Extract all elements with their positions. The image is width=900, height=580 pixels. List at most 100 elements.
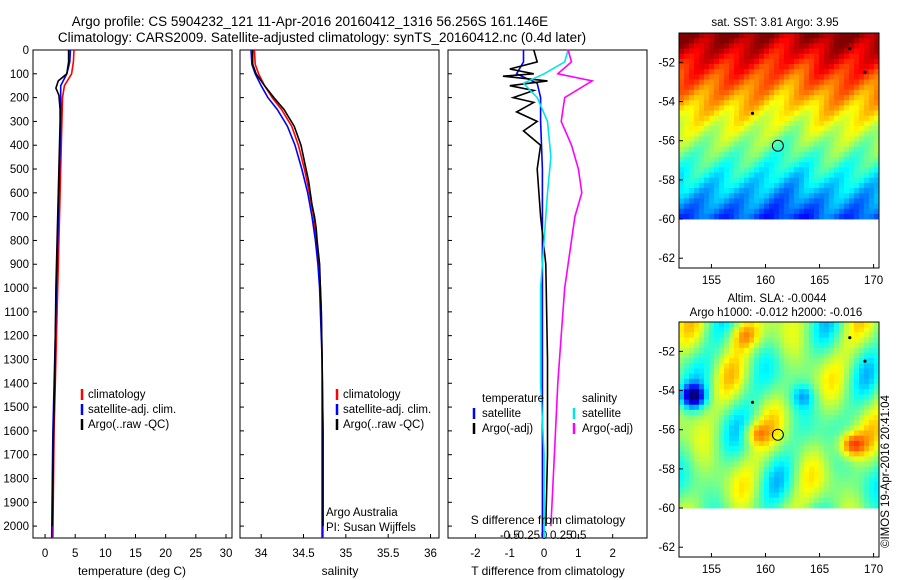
heatmap-cell <box>829 79 835 86</box>
heatmap-cell <box>694 487 700 493</box>
heatmap-cell <box>819 440 825 447</box>
heatmap-cell <box>839 342 845 349</box>
heatmap-cell <box>724 84 730 91</box>
heatmap-cell <box>729 440 735 447</box>
heatmap-cell <box>804 363 810 369</box>
heatmap-cell <box>829 157 835 163</box>
heatmap-cell <box>874 404 880 411</box>
heatmap-cell <box>739 461 745 468</box>
heatmap-cell <box>679 100 685 106</box>
heatmap-cell <box>784 172 790 179</box>
heatmap-cell <box>869 415 875 421</box>
heatmap-cell <box>794 456 800 462</box>
heatmap-cell <box>874 74 880 80</box>
heatmap-cell <box>849 203 855 210</box>
heatmap-cell <box>694 58 700 65</box>
heatmap-cell <box>679 342 685 349</box>
heatmap-cell <box>719 126 725 132</box>
heatmap-cell <box>764 193 770 199</box>
heatmap-cell <box>764 482 770 488</box>
heatmap-cell <box>849 167 855 173</box>
heatmap-cell <box>864 420 870 426</box>
heatmap-cell <box>799 420 805 426</box>
heatmap-cell <box>704 327 710 333</box>
heatmap-cell <box>854 399 860 406</box>
heatmap-cell <box>859 79 865 86</box>
heatmap-cell <box>839 358 845 364</box>
heatmap-cell <box>829 373 835 380</box>
heatmap-cell <box>699 446 705 452</box>
heatmap-cell <box>834 33 840 39</box>
heatmap-cell <box>794 213 800 220</box>
heatmap-cell <box>844 420 850 426</box>
y-tick-label: 1500 <box>3 402 29 414</box>
heatmap-cell <box>799 79 805 86</box>
heatmap-cell <box>869 466 875 473</box>
heatmap-cell <box>739 177 745 184</box>
heatmap-cell <box>699 193 705 199</box>
heatmap-cell <box>774 64 780 70</box>
heatmap-cell <box>834 105 840 111</box>
heatmap-cell <box>684 105 690 111</box>
heatmap-cell <box>869 141 875 148</box>
heatmap-cell <box>734 404 740 411</box>
heatmap-cell <box>689 399 695 406</box>
heatmap-cell <box>739 399 745 406</box>
heatmap-cell <box>859 327 865 333</box>
heatmap-cell <box>824 120 830 127</box>
heatmap-cell <box>824 177 830 184</box>
heatmap-cell <box>699 373 705 380</box>
heatmap-cell <box>869 157 875 163</box>
heatmap-cell <box>789 347 795 354</box>
heatmap-cell <box>819 368 825 375</box>
heatmap-cell <box>794 38 800 44</box>
heatmap-cell <box>724 115 730 122</box>
heatmap-cell <box>819 446 825 452</box>
heatmap-cell <box>684 327 690 333</box>
heatmap-cell <box>759 440 765 447</box>
heatmap-cell <box>804 182 810 189</box>
heatmap-cell <box>774 69 780 75</box>
heatmap-cell <box>719 43 725 49</box>
heatmap-cell <box>774 368 780 375</box>
heatmap-cell <box>844 353 850 359</box>
heatmap-cell <box>864 100 870 106</box>
heatmap-cell <box>844 492 850 499</box>
heatmap-cell <box>804 131 810 137</box>
difference-bottom-label: T difference from climatology <box>471 564 625 578</box>
heatmap-cell <box>759 384 765 390</box>
heatmap-cell <box>839 38 845 44</box>
heatmap-cell <box>749 394 755 400</box>
heatmap-cell <box>869 435 875 442</box>
heatmap-cell <box>789 492 795 499</box>
heatmap-cell <box>799 425 805 431</box>
heatmap-cell <box>814 120 820 127</box>
heatmap-cell <box>844 482 850 488</box>
heatmap-cell <box>784 95 790 101</box>
heatmap-cell <box>869 74 875 80</box>
heatmap-cell <box>699 440 705 447</box>
heatmap-cell <box>779 378 785 385</box>
heatmap-cell <box>704 466 710 473</box>
heatmap-cell <box>714 466 720 473</box>
heatmap-cell <box>694 451 700 457</box>
heatmap-cell <box>724 79 730 86</box>
heatmap-cell <box>729 322 735 328</box>
heatmap-cell <box>729 466 735 473</box>
heatmap-cell <box>819 146 825 153</box>
heatmap-cell <box>839 157 845 163</box>
heatmap-cell <box>864 353 870 359</box>
heatmap-cell <box>844 440 850 447</box>
heatmap-cell <box>804 435 810 442</box>
heatmap-cell <box>734 136 740 142</box>
heatmap-cell <box>834 368 840 375</box>
heatmap-cell <box>689 182 695 189</box>
heatmap-cell <box>769 342 775 349</box>
heatmap-cell <box>779 193 785 199</box>
heatmap-cell <box>694 389 700 395</box>
y-tick-label: 0 <box>23 45 29 57</box>
heatmap-cell <box>864 456 870 462</box>
heatmap-cell <box>844 456 850 462</box>
heatmap-cell <box>709 368 715 375</box>
heatmap-cell <box>729 337 735 344</box>
